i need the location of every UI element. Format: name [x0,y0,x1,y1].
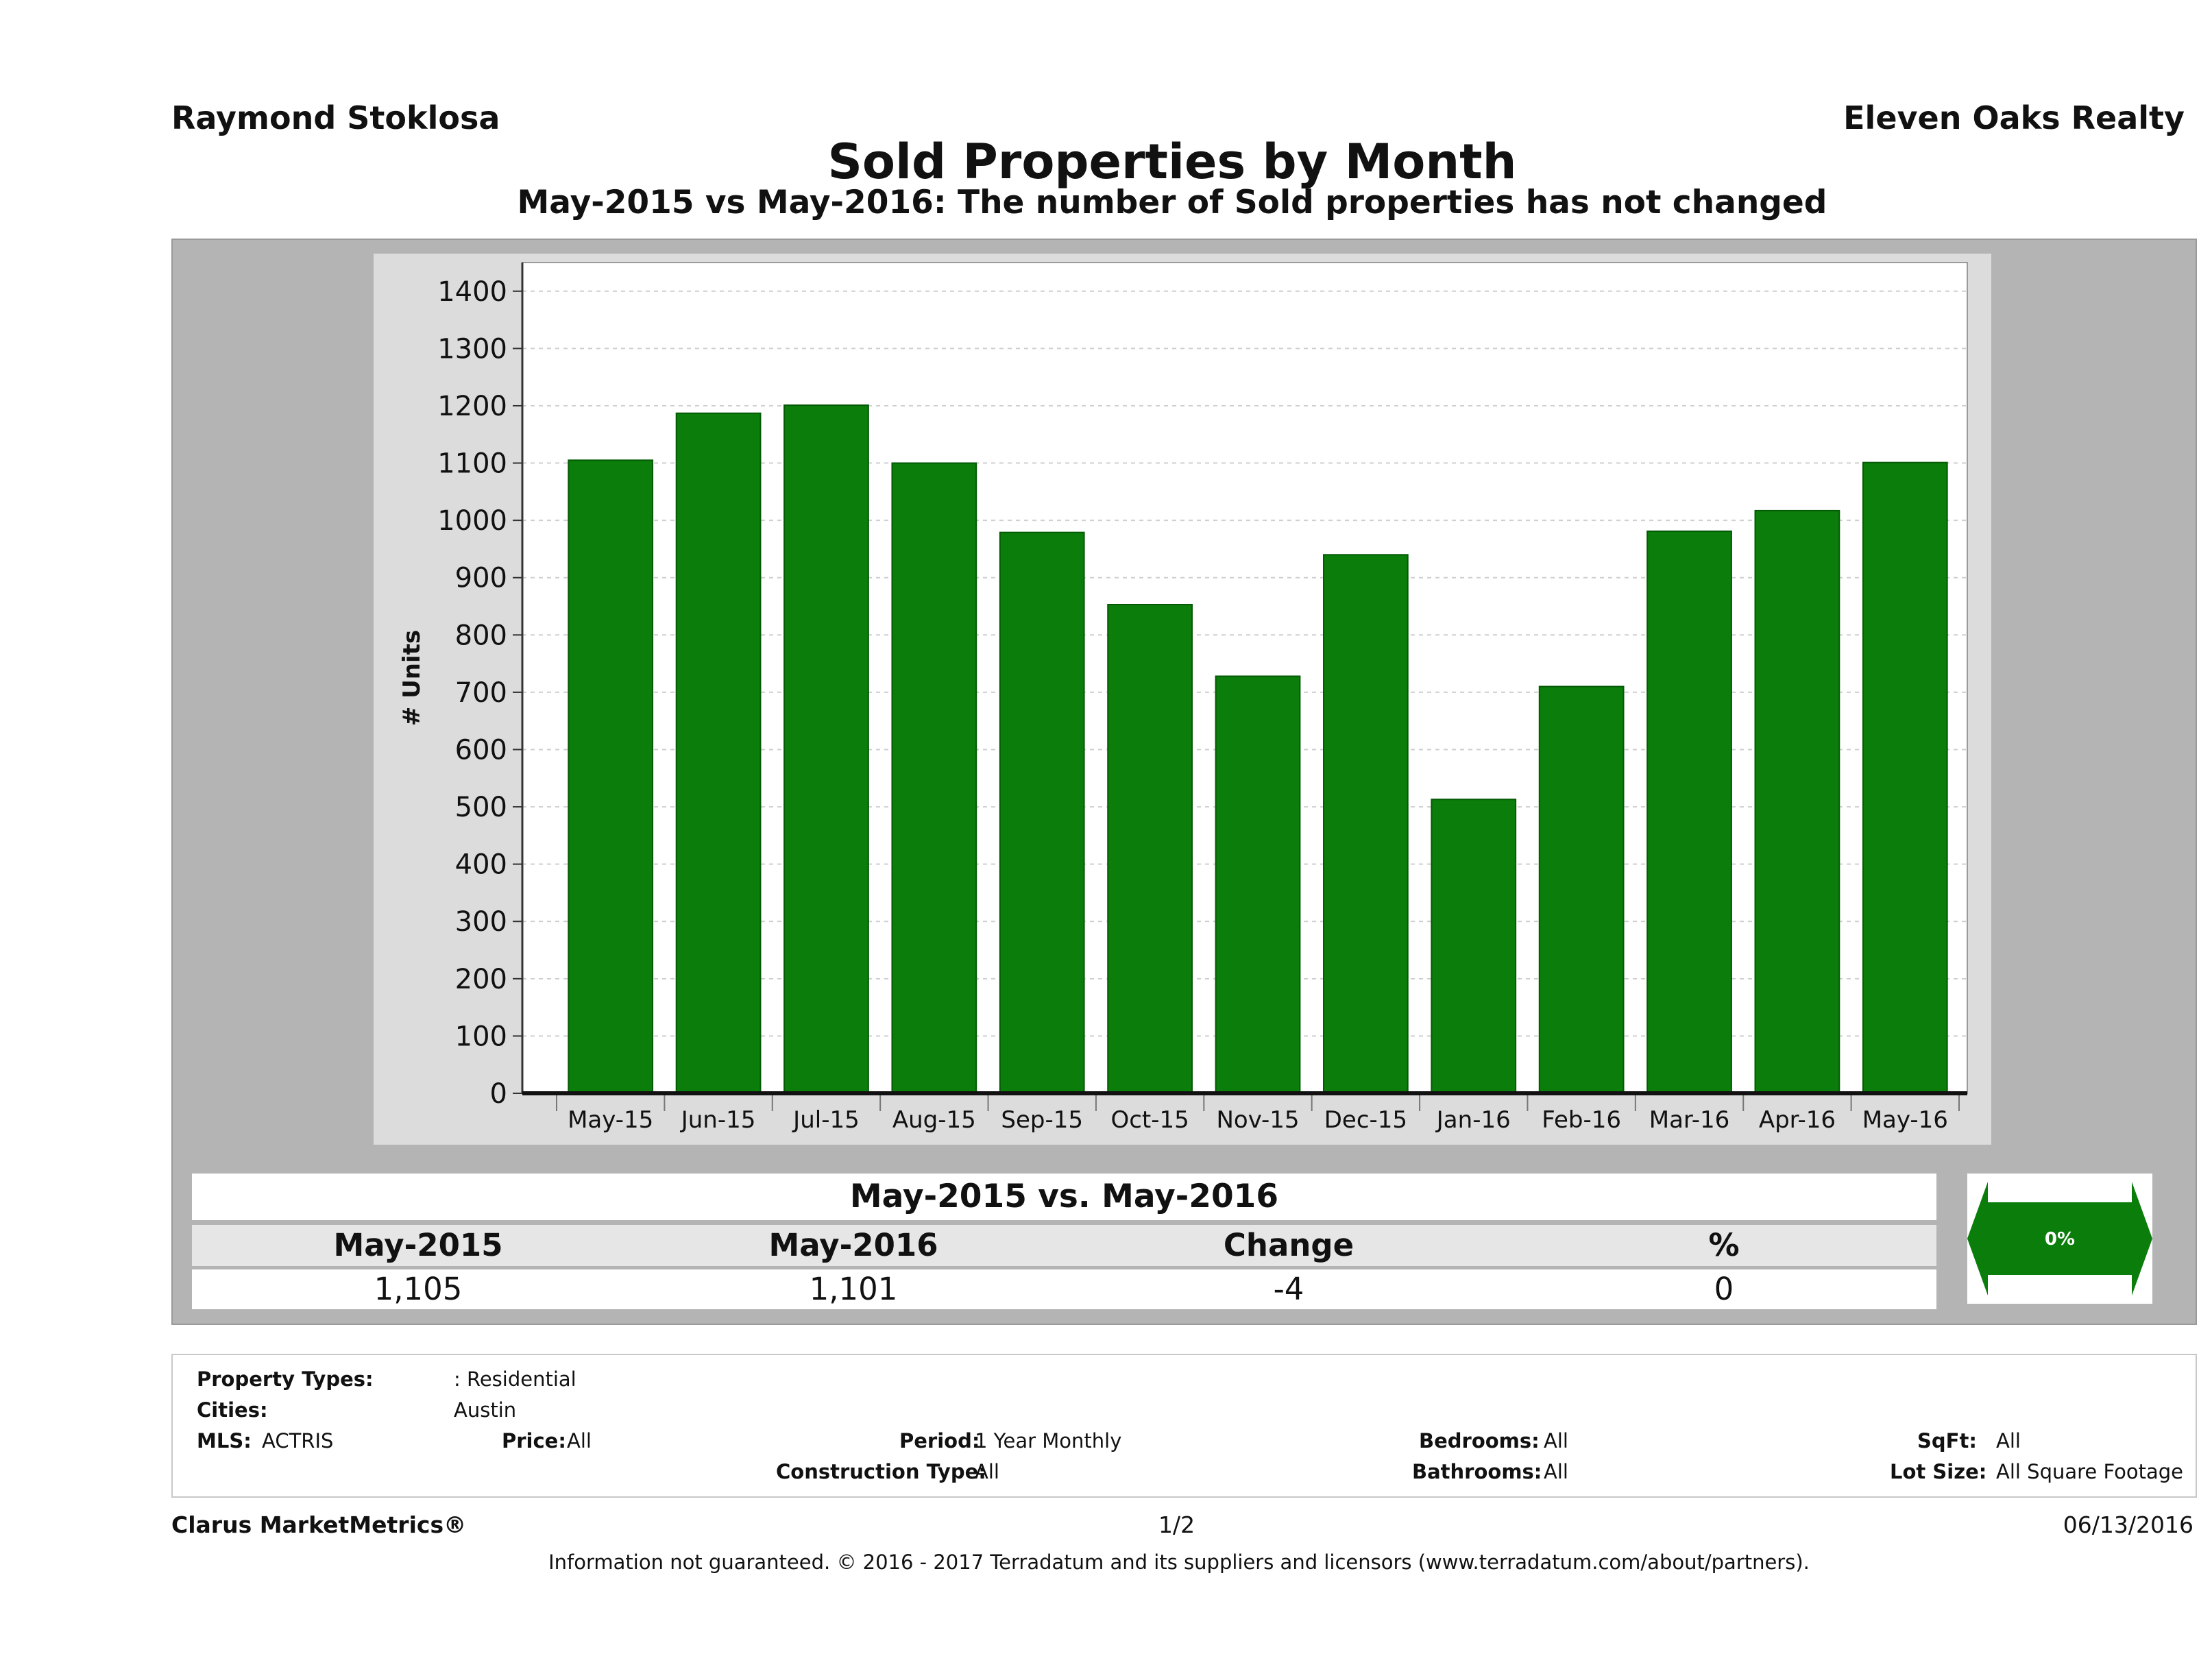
bar-jun-15 [675,412,762,1094]
footer-brand: Clarus MarketMetrics® [171,1511,467,1538]
x-tick-label: Apr-16 [1759,1106,1836,1134]
summary-heading: May-2015 vs. May-2016 [192,1174,1936,1220]
mls-label: MLS: [197,1429,252,1452]
criteria-panel: Property Types: : Residential Cities: Au… [171,1354,2197,1498]
y-tick-label: 400 [455,849,507,881]
agent-name: Raymond Stoklosa [171,99,500,136]
construction-type-value: All [975,1460,999,1483]
x-tick-label: Jan-16 [1435,1106,1511,1134]
x-tick-label: Mar-16 [1649,1106,1730,1134]
bar-aug-15 [891,462,977,1094]
bar-nov-15 [1215,675,1301,1094]
y-tick-label: 900 [455,563,507,594]
x-tick-label: Dec-15 [1324,1106,1407,1134]
y-tick-label: 200 [455,964,507,995]
summary-columns: May-2015 May-2016 Change % [192,1225,1936,1266]
y-tick-label: 1100 [437,448,507,480]
chart-subtitle: May-2015 vs May-2016: The number of Sold… [517,184,1827,221]
x-tick-label: Sep-15 [1001,1106,1083,1134]
bar-chart: 0 100 200 300 400 500 600 700 800 900 1000 1100 1200… [398,262,1968,1134]
price-label: Price: [502,1429,566,1452]
bar-feb-16 [1538,685,1625,1094]
y-axis-title: # Units [398,630,426,726]
x-tick-label: Nov-15 [1217,1106,1300,1134]
y-tick-label: 700 [455,677,507,709]
cities-label: Cities: [197,1398,268,1422]
change-badge-text: 0% [2045,1229,2075,1250]
period-label: Period: [899,1429,980,1452]
bar-jan-16 [1431,799,1517,1094]
bathrooms-value: All [1544,1460,1568,1483]
bathrooms-label: Bathrooms: [1412,1460,1542,1483]
property-types-value: : Residential [454,1367,576,1391]
page-number: 1/2 [1158,1511,1195,1538]
x-tick-label: Feb-16 [1542,1106,1621,1134]
summary-col-2016: May-2016 [768,1227,938,1263]
summary-col-2015: May-2015 [333,1227,503,1263]
x-tick-label: Oct-15 [1110,1106,1189,1134]
bar-apr-16 [1754,509,1840,1094]
summary-col-percent: % [1708,1227,1740,1263]
lot-size-value: All Square Footage [1996,1460,2184,1483]
summary-val-change: -4 [1273,1271,1304,1307]
bedrooms-value: All [1544,1429,1568,1452]
x-tick-label: Jun-15 [680,1106,756,1134]
x-tick-label: Aug-15 [892,1106,976,1134]
sqft-value: All [1996,1429,2021,1452]
sqft-label: SqFt: [1917,1429,1977,1452]
y-tick-label: 600 [455,734,507,766]
cities-value: Austin [454,1398,517,1422]
x-tick-label: May-16 [1862,1106,1948,1134]
mls-value: ACTRIS [262,1429,334,1452]
construction-type-label: Construction Type: [776,1460,986,1483]
summary-val-2015: 1,105 [374,1271,463,1307]
price-value: All [567,1429,592,1452]
y-tick-label: 100 [455,1021,507,1052]
bar-jul-15 [783,404,869,1094]
summary-val-2016: 1,101 [809,1271,898,1307]
y-tick-label: 1400 [437,276,507,308]
y-tick-label: 0 [490,1078,507,1110]
x-tick-label: Jul-15 [792,1106,860,1134]
period-value: 1 Year Monthly [975,1429,1122,1452]
bedrooms-label: Bedrooms: [1419,1429,1540,1452]
bar-sep-15 [999,531,1085,1094]
x-tick-label: May-15 [568,1106,653,1134]
y-tick-label: 500 [455,792,507,823]
y-tick-label: 1000 [437,505,507,537]
y-tick-label: 300 [455,906,507,938]
chart-title: Sold Properties by Month [827,134,1517,190]
y-tick-label: 1200 [437,391,507,422]
bar-oct-15 [1107,604,1193,1094]
summary-val-percent: 0 [1714,1271,1734,1307]
company-name: Eleven Oaks Realty [1843,99,2185,136]
summary-values: 1,105 1,101 -4 0 [192,1269,1936,1309]
report-date: 06/13/2016 [2063,1511,2193,1538]
bar-may-16 [1862,461,1948,1094]
change-badge: 0% [1967,1174,2152,1304]
bar-may-15 [568,459,654,1094]
bar-mar-16 [1646,531,1732,1094]
property-types-label: Property Types: [197,1367,374,1391]
y-tick-label: 1300 [437,333,507,365]
lot-size-label: Lot Size: [1890,1460,1987,1483]
bar-dec-15 [1323,554,1409,1094]
summary-col-change: Change [1223,1227,1354,1263]
y-tick-label: 800 [455,620,507,651]
disclaimer: Information not guaranteed. © 2016 - 201… [548,1551,1810,1574]
double-arrow-icon: 0% [1967,1182,2152,1296]
